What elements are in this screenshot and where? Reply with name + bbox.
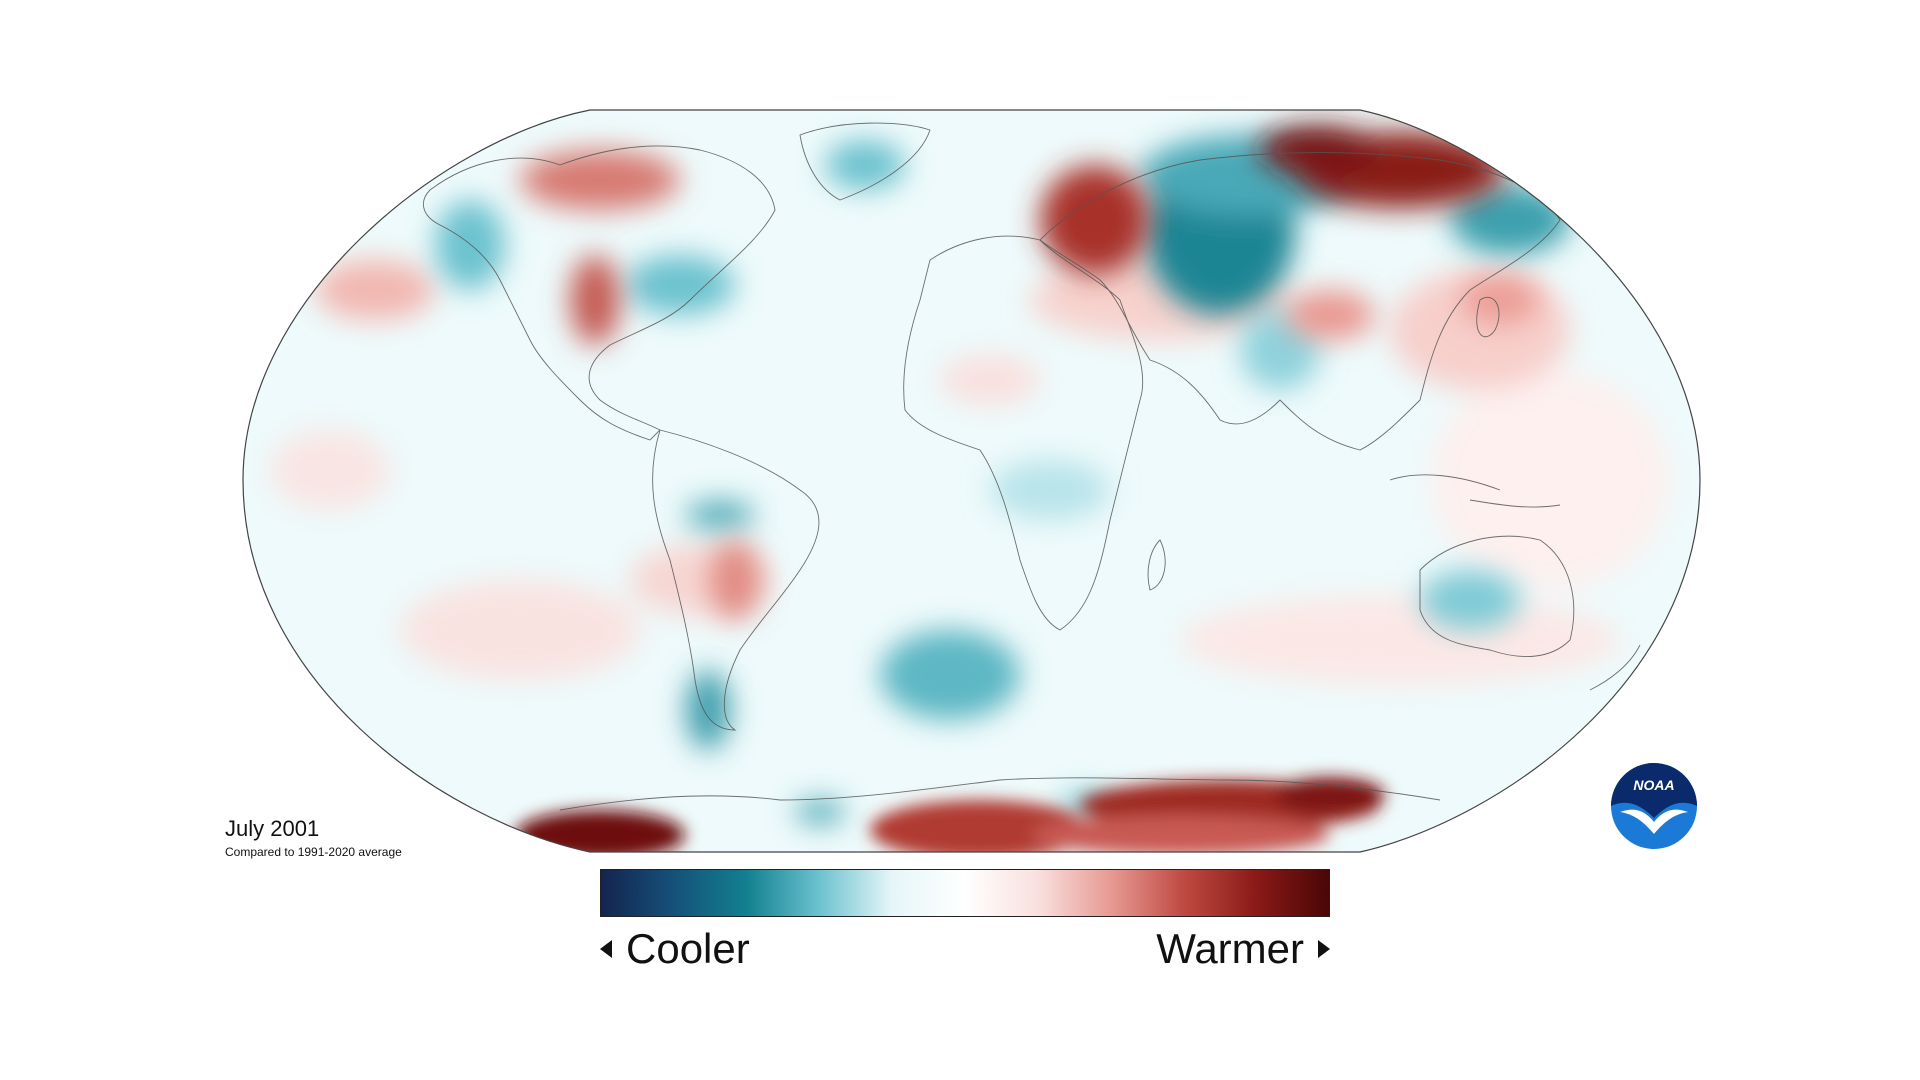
map-title: July 2001 <box>225 816 320 841</box>
coastlines <box>423 122 1641 811</box>
anomaly-field <box>243 110 1700 852</box>
right-triangle-icon <box>1318 940 1330 958</box>
legend-cooler: Cooler <box>600 928 750 970</box>
map-subtitle: Compared to 1991-2020 average <box>225 845 402 859</box>
left-triangle-icon <box>600 940 612 958</box>
svg-text:NOAA: NOAA <box>1633 777 1674 793</box>
legend-cooler-label: Cooler <box>626 925 750 972</box>
legend-warmer-label: Warmer <box>1156 925 1304 972</box>
noaa-logo: NOAA <box>1611 763 1697 849</box>
legend-warmer: Warmer <box>1156 928 1330 970</box>
color-scale-bar <box>600 869 1330 917</box>
